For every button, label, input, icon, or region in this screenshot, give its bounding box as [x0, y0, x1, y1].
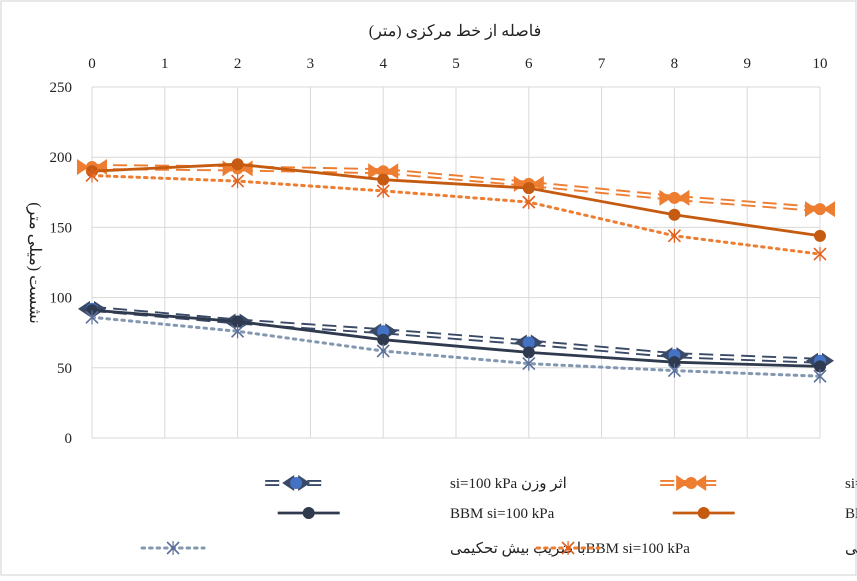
- legend-item: اثر وزن si=100 kPa: [265, 475, 567, 492]
- arrow-marker: [659, 189, 672, 206]
- series-layer: [77, 158, 835, 384]
- star-marker: [231, 324, 245, 339]
- circle-marker: [302, 507, 315, 519]
- legend-label: BBM si=200 kPaبا ضریب بیش تحکیمی: [845, 541, 857, 557]
- legend-label: اثر وزن si=200 kPa: [845, 476, 857, 492]
- legend-label: اثر وزن si=100 kPa: [450, 476, 567, 492]
- y-tick-label: 100: [50, 291, 73, 307]
- circle-marker: [668, 191, 681, 204]
- star-marker: [231, 174, 245, 189]
- series-line: [90, 174, 822, 256]
- y-axis-title: نشست (میلی متر): [26, 202, 43, 324]
- series-line: [90, 315, 822, 378]
- circle-marker: [377, 333, 390, 346]
- star-marker: [813, 247, 827, 262]
- star-marker: [522, 195, 536, 210]
- x-tick-label: 5: [452, 56, 460, 72]
- arrow-marker: [676, 475, 689, 491]
- circle-marker: [685, 477, 698, 489]
- series-4: [85, 310, 827, 384]
- x-tick-label: 3: [307, 56, 315, 72]
- arrow-marker: [386, 163, 399, 180]
- arrow-marker: [298, 475, 311, 491]
- series-5: [85, 168, 827, 262]
- x-tick-label: 6: [525, 56, 533, 72]
- circle-marker: [668, 208, 681, 221]
- legend-swatch: [277, 507, 340, 519]
- y-tick-label: 150: [50, 220, 73, 236]
- legend-swatch: [672, 507, 735, 519]
- arrow-marker: [694, 475, 707, 491]
- star-marker: [166, 541, 180, 555]
- star-marker: [522, 356, 536, 371]
- x-tick-label: 8: [671, 56, 679, 72]
- series-line: [91, 162, 821, 238]
- star-marker: [376, 183, 390, 198]
- y-tick-label: 250: [50, 80, 73, 96]
- arrow-marker: [282, 475, 295, 491]
- legend-item: BBM si=100 kPa: [277, 506, 555, 522]
- x-tick-label: 10: [813, 56, 828, 72]
- star-marker: [667, 363, 681, 378]
- arrow-marker: [530, 334, 543, 351]
- circle-marker: [231, 158, 244, 171]
- y-tick-label: 50: [57, 361, 72, 377]
- x-tick-label: 2: [234, 56, 242, 72]
- x-axis-title: فاصله از خط مرکزی (متر): [369, 23, 541, 40]
- arrow-marker: [514, 334, 527, 351]
- arrow-marker: [77, 159, 89, 176]
- star-marker: [85, 310, 99, 325]
- grid-layer: [91, 86, 821, 439]
- circle-marker: [522, 182, 535, 195]
- x-tick-label: 1: [161, 56, 169, 72]
- legend-label: BBM si=100 kPa: [450, 506, 555, 522]
- legend-item: BBM si=200 kPa: [672, 506, 857, 522]
- series-line: [91, 308, 821, 368]
- circle-marker: [814, 229, 826, 242]
- legend-item: BBM si=200 kPaبا ضریب بیش تحکیمی: [535, 541, 857, 557]
- circle-marker: [697, 507, 710, 519]
- x-tick-label: 9: [743, 56, 751, 72]
- arrow-marker: [805, 201, 817, 218]
- star-marker: [561, 541, 575, 555]
- legend-label: BBM si=200 kPa: [845, 506, 857, 522]
- star-marker: [376, 343, 390, 358]
- star-marker: [667, 228, 681, 243]
- arrow-marker: [369, 323, 382, 340]
- x-tick-label: 7: [598, 56, 606, 72]
- star-marker: [813, 369, 827, 384]
- legend: اثر وزن si=100 kPa اثر وزن si=200 kPa BBM …: [140, 475, 857, 557]
- y-tick-label: 200: [50, 150, 73, 166]
- x-tick-label: 4: [379, 56, 387, 72]
- circle-marker: [377, 173, 390, 186]
- star-marker: [85, 168, 99, 183]
- circle-marker: [290, 477, 303, 489]
- circle-marker: [814, 203, 826, 216]
- arrow-marker: [385, 323, 398, 340]
- circle-marker: [522, 346, 535, 359]
- legend-swatch: [265, 475, 328, 491]
- series-line-inner: [91, 165, 821, 211]
- series-line-inner: [91, 307, 821, 362]
- arrow-marker: [677, 189, 690, 206]
- x-tick-label: 0: [88, 56, 96, 72]
- arrow-marker: [531, 175, 544, 192]
- legend-swatch: [660, 475, 723, 491]
- arrow-marker: [823, 201, 835, 218]
- y-tick-label: 0: [65, 431, 73, 447]
- legend-swatch: [140, 541, 206, 555]
- arrow-marker: [368, 163, 381, 180]
- legend-item: اثر وزن si=200 kPa: [660, 475, 857, 492]
- legend-swatch: [535, 541, 601, 555]
